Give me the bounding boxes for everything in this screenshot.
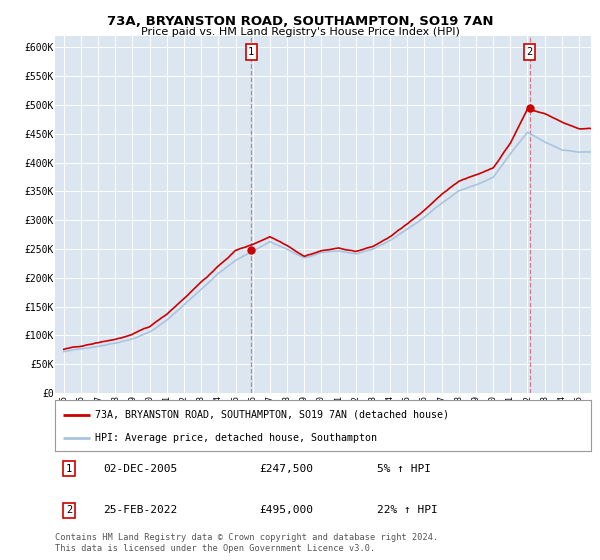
Text: 73A, BRYANSTON ROAD, SOUTHAMPTON, SO19 7AN (detached house): 73A, BRYANSTON ROAD, SOUTHAMPTON, SO19 7…: [95, 409, 449, 419]
Text: 2: 2: [66, 505, 72, 515]
Text: 2: 2: [526, 47, 533, 57]
Text: 1: 1: [248, 47, 254, 57]
Text: 25-FEB-2022: 25-FEB-2022: [103, 505, 178, 515]
Text: £247,500: £247,500: [259, 464, 313, 474]
Text: 1: 1: [66, 464, 72, 474]
Text: 02-DEC-2005: 02-DEC-2005: [103, 464, 178, 474]
Text: Price paid vs. HM Land Registry's House Price Index (HPI): Price paid vs. HM Land Registry's House …: [140, 27, 460, 37]
Text: 73A, BRYANSTON ROAD, SOUTHAMPTON, SO19 7AN: 73A, BRYANSTON ROAD, SOUTHAMPTON, SO19 7…: [107, 15, 493, 27]
Text: £495,000: £495,000: [259, 505, 313, 515]
Text: Contains HM Land Registry data © Crown copyright and database right 2024.
This d: Contains HM Land Registry data © Crown c…: [55, 533, 439, 553]
Text: 22% ↑ HPI: 22% ↑ HPI: [377, 505, 437, 515]
Text: 5% ↑ HPI: 5% ↑ HPI: [377, 464, 431, 474]
Text: HPI: Average price, detached house, Southampton: HPI: Average price, detached house, Sout…: [95, 433, 377, 443]
